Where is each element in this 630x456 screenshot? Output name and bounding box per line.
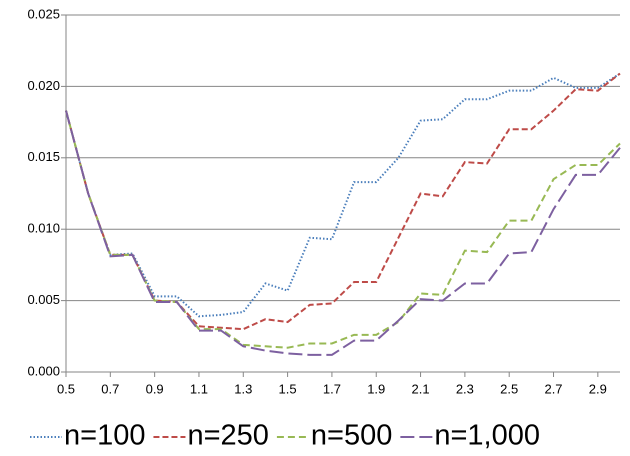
- x-tick-label: 2.1: [412, 381, 430, 396]
- y-tick-label: 0.020: [27, 78, 60, 93]
- x-tick-label: 1.1: [190, 381, 208, 396]
- series-line: [65, 72, 621, 331]
- y-tick-label: 0.010: [27, 221, 60, 236]
- y-tick-label: 0.000: [27, 363, 60, 378]
- series-line: [65, 110, 621, 356]
- legend-label: n=100: [64, 420, 145, 452]
- x-tick-label: 0.5: [57, 381, 75, 396]
- x-tick-label: 2.5: [500, 381, 518, 396]
- x-tick-label: 1.7: [323, 381, 341, 396]
- series-line: [65, 110, 621, 349]
- x-tick-label: 1.3: [234, 381, 252, 396]
- legend-label: n=500: [311, 420, 392, 452]
- x-tick-label: 1.5: [279, 381, 297, 396]
- x-tick-label: 1.9: [367, 381, 385, 396]
- legend-label: n=250: [187, 420, 268, 452]
- y-tick-label: 0.025: [27, 6, 60, 21]
- x-tick-label: 2.3: [456, 381, 474, 396]
- x-tick-label: 0.7: [101, 381, 119, 396]
- legend-label: n=1,000: [434, 420, 540, 452]
- x-tick-label: 2.9: [589, 381, 607, 396]
- y-tick-label: 0.005: [27, 292, 60, 307]
- x-tick-label: 0.9: [146, 381, 164, 396]
- y-tick-label: 0.015: [27, 149, 60, 164]
- series-line: [65, 72, 621, 318]
- x-tick-label: 2.7: [544, 381, 562, 396]
